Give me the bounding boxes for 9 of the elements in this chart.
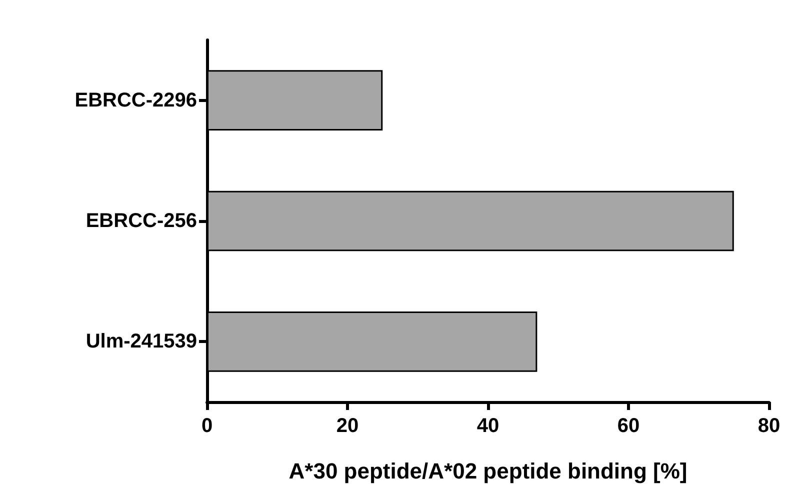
x-tick-label: 20 <box>336 415 359 437</box>
x-tick-label: 0 <box>201 415 213 437</box>
x-tick-label: 40 <box>476 415 500 437</box>
y-tick-label: EBRCC-2296 <box>74 89 197 112</box>
y-tick-label: EBRCC-256 <box>86 210 197 232</box>
x-axis-title: A*30 peptide/A*02 peptide binding [%] <box>288 458 688 484</box>
x-tick-label: 80 <box>758 415 780 437</box>
y-tick-label: Ulm-241539 <box>86 330 197 353</box>
x-tick-label: 60 <box>617 415 640 437</box>
